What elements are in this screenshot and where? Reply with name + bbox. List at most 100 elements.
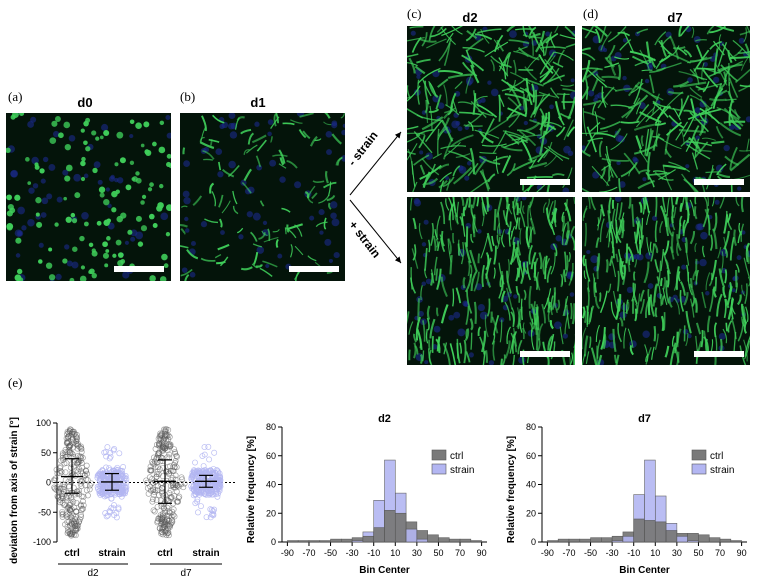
cell-fiber (323, 217, 327, 230)
cell-nucleus (54, 222, 59, 227)
x-tick-label: -30 (606, 548, 619, 558)
micrograph-d2-plus-strain (407, 197, 575, 365)
scale-bar-d7-minus (694, 179, 744, 185)
data-point (161, 426, 167, 433)
cell-fiber (610, 301, 617, 319)
cell-fiber (440, 201, 446, 225)
data-point (158, 479, 165, 486)
cell-fiber (697, 83, 723, 91)
dapi-nucleus (642, 177, 647, 182)
data-point (168, 513, 175, 520)
cell-fiber (340, 113, 345, 119)
dapi-nucleus (81, 211, 89, 220)
x-tick-label: 50 (433, 548, 443, 558)
dapi-nucleus (27, 121, 35, 128)
cell-fiber (652, 93, 661, 114)
cell-fiber (615, 253, 619, 263)
dapi-nucleus (477, 303, 485, 312)
cell-fiber (449, 343, 457, 365)
data-point (164, 526, 171, 532)
cell-fiber (232, 205, 239, 215)
cell-fiber (570, 302, 573, 320)
cell-fiber (443, 84, 448, 106)
cell-fiber (312, 180, 325, 183)
cell-fiber (696, 67, 715, 71)
cell-nucleus (140, 143, 145, 148)
cell-fiber (542, 256, 546, 275)
cell-fiber (517, 129, 536, 136)
dapi-nucleus (633, 157, 639, 164)
cell-fiber (571, 236, 575, 251)
cell-fiber (459, 216, 464, 226)
data-point (62, 446, 69, 453)
dapi-nucleus (586, 249, 591, 255)
data-point (160, 522, 167, 528)
cell-fiber (719, 197, 725, 209)
bar-ctrl (427, 534, 439, 543)
dapi-nucleus (731, 288, 736, 293)
cell-fiber (272, 154, 288, 157)
dapi-nucleus (685, 164, 690, 169)
cell-fiber (570, 225, 575, 237)
legend-label-strain: strain (710, 465, 734, 476)
cell-fiber (412, 244, 417, 261)
cell-fiber (555, 126, 566, 138)
deviation-scatter-chart: 100 50 0 -50 -100 deviation from axis of stra… (9, 417, 235, 579)
data-point (69, 521, 76, 528)
cell-fiber (548, 200, 554, 219)
cell-fiber (683, 292, 689, 306)
cell-fiber (455, 153, 471, 159)
cell-fiber (444, 141, 461, 157)
cell-fiber (186, 248, 199, 260)
cell-fiber (583, 207, 588, 218)
cell-nucleus (120, 259, 126, 264)
dapi-nucleus (183, 197, 191, 205)
cell-fiber (315, 221, 328, 228)
dapi-nucleus (587, 90, 595, 97)
bar-ctrl (341, 538, 353, 543)
cell-nucleus (166, 153, 171, 159)
cell-fiber (685, 201, 690, 224)
cell-fiber (607, 283, 612, 294)
cell-fiber (512, 159, 536, 172)
data-point (192, 459, 198, 466)
cell-fiber (654, 220, 658, 243)
cell-fiber (513, 50, 529, 58)
cell-fiber (632, 282, 638, 305)
cell-nucleus (98, 186, 106, 193)
group-label: d7 (180, 568, 192, 579)
cell-fiber (441, 26, 464, 37)
cell-fiber (655, 120, 660, 147)
cell-fiber (740, 54, 750, 71)
data-point (77, 511, 84, 518)
cell-fiber (307, 185, 316, 198)
cell-fiber (689, 199, 695, 217)
cell-nucleus (95, 136, 100, 141)
cell-fiber (539, 108, 546, 121)
cell-fiber (515, 285, 520, 296)
dapi-nucleus (432, 95, 440, 103)
data-point (211, 449, 218, 456)
cell-fiber (546, 265, 553, 283)
data-point (167, 442, 174, 449)
data-point (110, 474, 117, 480)
legend-label-ctrl: ctrl (450, 451, 463, 462)
data-point (171, 464, 178, 471)
cell-fiber (501, 78, 526, 92)
cell-fiber (289, 243, 293, 258)
x-tick-label: 50 (693, 548, 703, 558)
data-point (67, 499, 74, 506)
cell-fiber (240, 128, 252, 135)
cell-fiber (607, 237, 611, 248)
data-point (148, 467, 155, 474)
cell-fiber (465, 74, 473, 94)
category-label: strain (192, 548, 219, 559)
cell-fiber (675, 121, 689, 141)
bar-strain (611, 540, 624, 543)
data-point (73, 467, 80, 474)
data-point (199, 453, 206, 460)
data-point (206, 491, 213, 498)
dapi-nucleus (555, 235, 562, 242)
cell-fiber (535, 306, 539, 330)
cell-fiber (587, 137, 603, 142)
